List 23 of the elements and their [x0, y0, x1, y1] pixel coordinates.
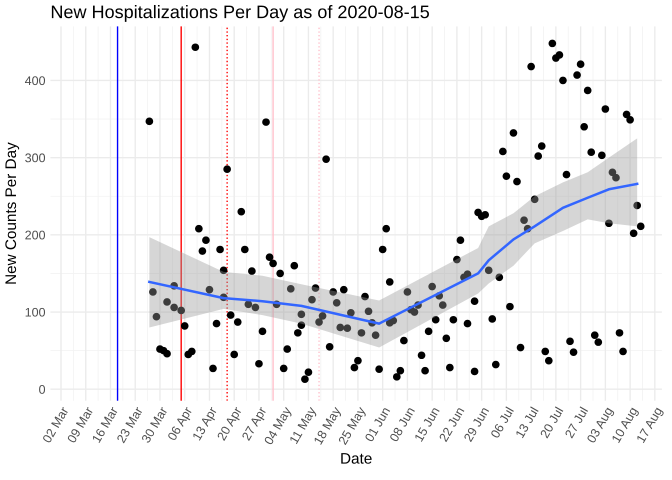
y-tick-label: 400 [24, 76, 46, 86]
x-tick-label: 08 Jun [389, 406, 415, 442]
chart-title: New Hospitalizations Per Day as of 2020-08-15 [52, 4, 430, 22]
x-tick-label: 20 Jul [540, 406, 564, 439]
y-axis-title: New Counts Per Day [5, 142, 20, 284]
x-tick-label: 23 Mar [116, 406, 144, 444]
x-tick-label: 22 Jun [438, 406, 464, 442]
x-tick-label: 15 Jun [414, 406, 440, 442]
x-tick-label: 30 Mar [141, 406, 168, 444]
y-tick-label: 200 [25, 230, 46, 240]
x-axis-title: Date [341, 453, 372, 464]
x-tick-label: 29 Jun [463, 406, 490, 442]
y-tick-label: 0 [39, 385, 46, 394]
line-series [148, 182, 638, 325]
x-tick-label: 06 Jul [490, 406, 514, 439]
x-tick-label: 27 Jul [564, 406, 588, 439]
x-tick-label: 02 Mar [42, 406, 69, 444]
x-tick-label: 09 Mar [66, 406, 94, 444]
x-tick-label: 06 Apr [167, 406, 195, 442]
x-tick-label: 13 Jul [514, 406, 539, 438]
x-tick-label: 16 Mar [92, 406, 118, 444]
y-tick-label: 300 [25, 153, 46, 162]
y-tick-label: 100 [26, 308, 46, 317]
